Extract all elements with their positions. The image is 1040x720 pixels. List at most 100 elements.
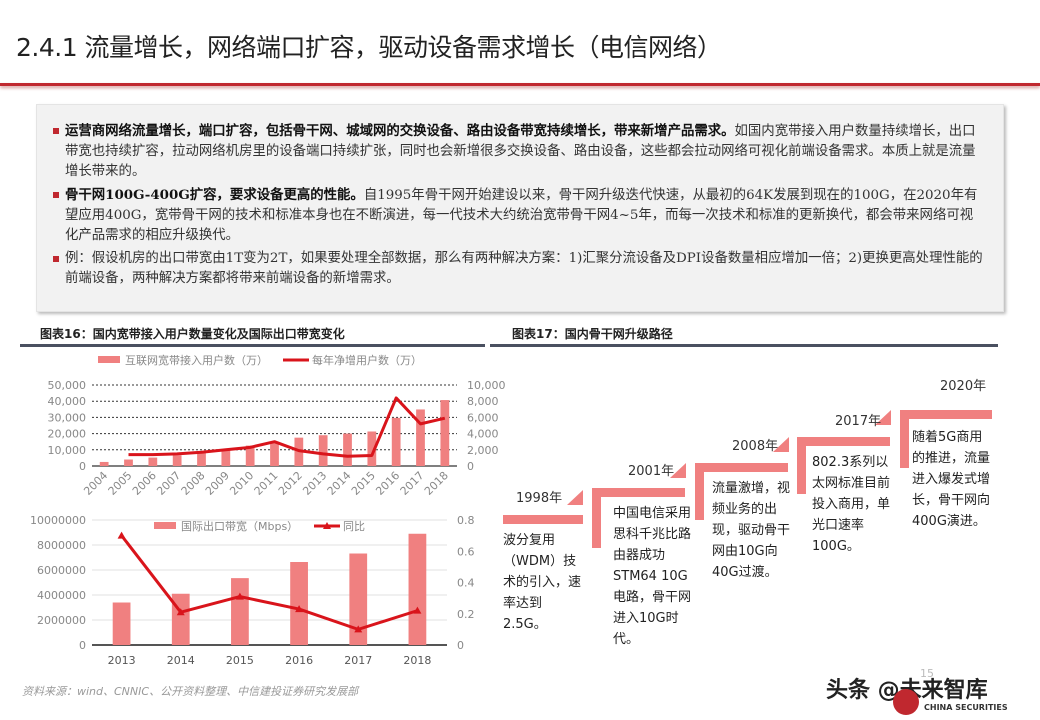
triangle-marker [295, 605, 304, 613]
source-note: 资料来源：wind、CNNIC、公开资料整理、中信建投证券研究发展部 [22, 685, 359, 698]
page-title: 2.4.1 流量增长，网络端口扩容，驱动设备需求增长（电信网络） [16, 33, 722, 62]
y2-tick-label: 0.2 [457, 608, 475, 621]
bullet-square-icon [53, 192, 59, 198]
bullet-2: 骨干网100G-400G扩容，要求设备更高的性能。自1995年骨干网开始建设以来… [53, 185, 983, 246]
legend-line-label: 每年净增用户数（万） [312, 353, 422, 367]
bar [197, 452, 206, 466]
y2-tick-label: 0 [457, 639, 464, 652]
bar [349, 553, 368, 645]
y2-tick-label: 6,000 [467, 411, 499, 424]
timeline-step-vertical [900, 410, 909, 468]
bar [408, 533, 427, 645]
bullet-square-icon [53, 128, 59, 134]
triangle-marker [117, 531, 126, 539]
summary-box: 运营商网络流量增长，端口扩容，包括骨干网、城域网的交换设备、路由设备带宽持续增长… [36, 104, 1004, 312]
title-divider [0, 83, 1040, 86]
timeline-year: 1998年 [516, 491, 563, 506]
x-tick-label: 2011 [252, 469, 281, 498]
x-tick-label: 2008 [179, 469, 208, 498]
timeline-year: 2017年 [835, 414, 882, 429]
bar [171, 593, 190, 645]
timeline-step-horizontal [695, 463, 788, 472]
bullet-1-bold: 运营商网络流量增长，端口扩容，包括骨干网、城域网的交换设备、路由设备带宽持续增长… [65, 123, 735, 139]
figure16-rule [20, 344, 485, 347]
bar [112, 602, 131, 645]
x-tick-label: 2013 [108, 654, 136, 667]
y-tick-label: 10000000 [30, 514, 86, 527]
y-tick-label: 50,000 [48, 379, 87, 392]
timeline-arrow-icon [567, 490, 583, 505]
legend-line-label: 同比 [343, 520, 365, 533]
bar [391, 417, 401, 466]
y-tick-label: 0 [79, 639, 86, 652]
bullet-1: 运营商网络流量增长，端口扩容，包括骨干网、城域网的交换设备、路由设备带宽持续增长… [53, 121, 983, 182]
timeline-step-horizontal [900, 410, 992, 419]
x-tick-label: 2010 [227, 469, 256, 498]
figure17-title: 图表17：国内骨干网升级路径 [512, 327, 673, 341]
bar [343, 433, 352, 466]
timeline-arrow-icon [875, 410, 891, 425]
x-tick-label: 2015 [226, 654, 254, 667]
x-tick-label: 2004 [81, 469, 110, 498]
timeline-year: 2001年 [628, 464, 675, 479]
bar [245, 445, 255, 466]
y2-tick-label: 0.4 [457, 577, 475, 590]
y2-tick-label: 4,000 [467, 428, 499, 441]
bullet-3: 例：假设机房的出口带宽由1T变为2T，如果要处理全部数据，那么有两种解决方案：1… [53, 249, 983, 289]
timeline-description: 中国电信采用思科千兆比路由器成功STM64 10G电路，骨干网进入10G时代。 [613, 506, 692, 647]
logo-icon [893, 689, 919, 715]
bar [99, 461, 109, 466]
y2-tick-label: 10,000 [467, 379, 506, 392]
bar [416, 409, 425, 466]
timeline-arrow-icon [670, 463, 686, 478]
y-tick-label: 30,000 [48, 411, 87, 424]
timeline-year: 2020年 [940, 379, 987, 394]
timeline-year: 2008年 [732, 439, 779, 454]
x-tick-label: 2013 [300, 469, 329, 498]
y-tick-label: 0 [79, 460, 86, 473]
bullet-2-bold: 骨干网100G-400G扩容，要求设备更高的性能。 [65, 187, 364, 203]
y-tick-label: 20,000 [48, 428, 87, 441]
figure17-rule [490, 344, 998, 347]
bar [290, 562, 308, 645]
y-tick-label: 40,000 [48, 395, 87, 408]
timeline-step-horizontal [503, 515, 583, 524]
x-tick-label: 2017 [398, 469, 427, 498]
bar [440, 400, 450, 466]
y2-tick-label: 8,000 [467, 395, 499, 408]
timeline-description: 波分复用（WDM）技术的引入，速率达到2.5G。 [503, 533, 582, 632]
x-tick-label: 2014 [325, 469, 354, 498]
timeline-step-horizontal [797, 437, 890, 446]
timeline-step-vertical [797, 437, 806, 494]
y-tick-label: 8000000 [37, 539, 86, 552]
timeline-arrow-icon [773, 437, 789, 452]
timeline-description: 802.3系列以太网标准目前投入商用，单光口速率100G。 [812, 455, 891, 554]
x-tick-label: 2014 [167, 654, 195, 667]
bullet-1-text: 如国内宽带接入用户数量持续增长，出口带宽也持续扩容，拉动网络机房里的设备端口持续… [65, 124, 976, 179]
x-tick-label: 2015 [349, 469, 378, 498]
bar [124, 459, 133, 466]
legend-marker [323, 522, 331, 529]
y2-tick-label: 0.6 [457, 545, 475, 558]
legend-bar-swatch [98, 356, 120, 363]
series-line [128, 396, 446, 458]
y-tick-label: 2000000 [37, 614, 86, 627]
x-tick-label: 2005 [106, 469, 135, 498]
bar [231, 578, 249, 645]
y2-tick-label: 0 [467, 460, 474, 473]
timeline-step-vertical [592, 488, 601, 548]
triangle-marker [176, 608, 185, 616]
page-number: 15 [920, 667, 934, 680]
bar [221, 449, 231, 466]
x-tick-label: 2016 [373, 469, 402, 498]
x-tick-label: 2018 [403, 654, 431, 667]
timeline-description: 流量激增，视频业务的出现，驱动骨干网由10G向40G过渡。 [712, 481, 791, 580]
y-tick-label: 10,000 [48, 444, 87, 457]
x-tick-label: 2009 [203, 469, 232, 498]
x-tick-label: 2017 [344, 654, 372, 667]
x-tick-label: 2018 [422, 469, 451, 498]
bar [270, 441, 279, 466]
figure16-title: 图表16：国内宽带接入用户数量变化及国际出口带宽变化 [40, 327, 345, 341]
bullet-square-icon [53, 256, 59, 262]
